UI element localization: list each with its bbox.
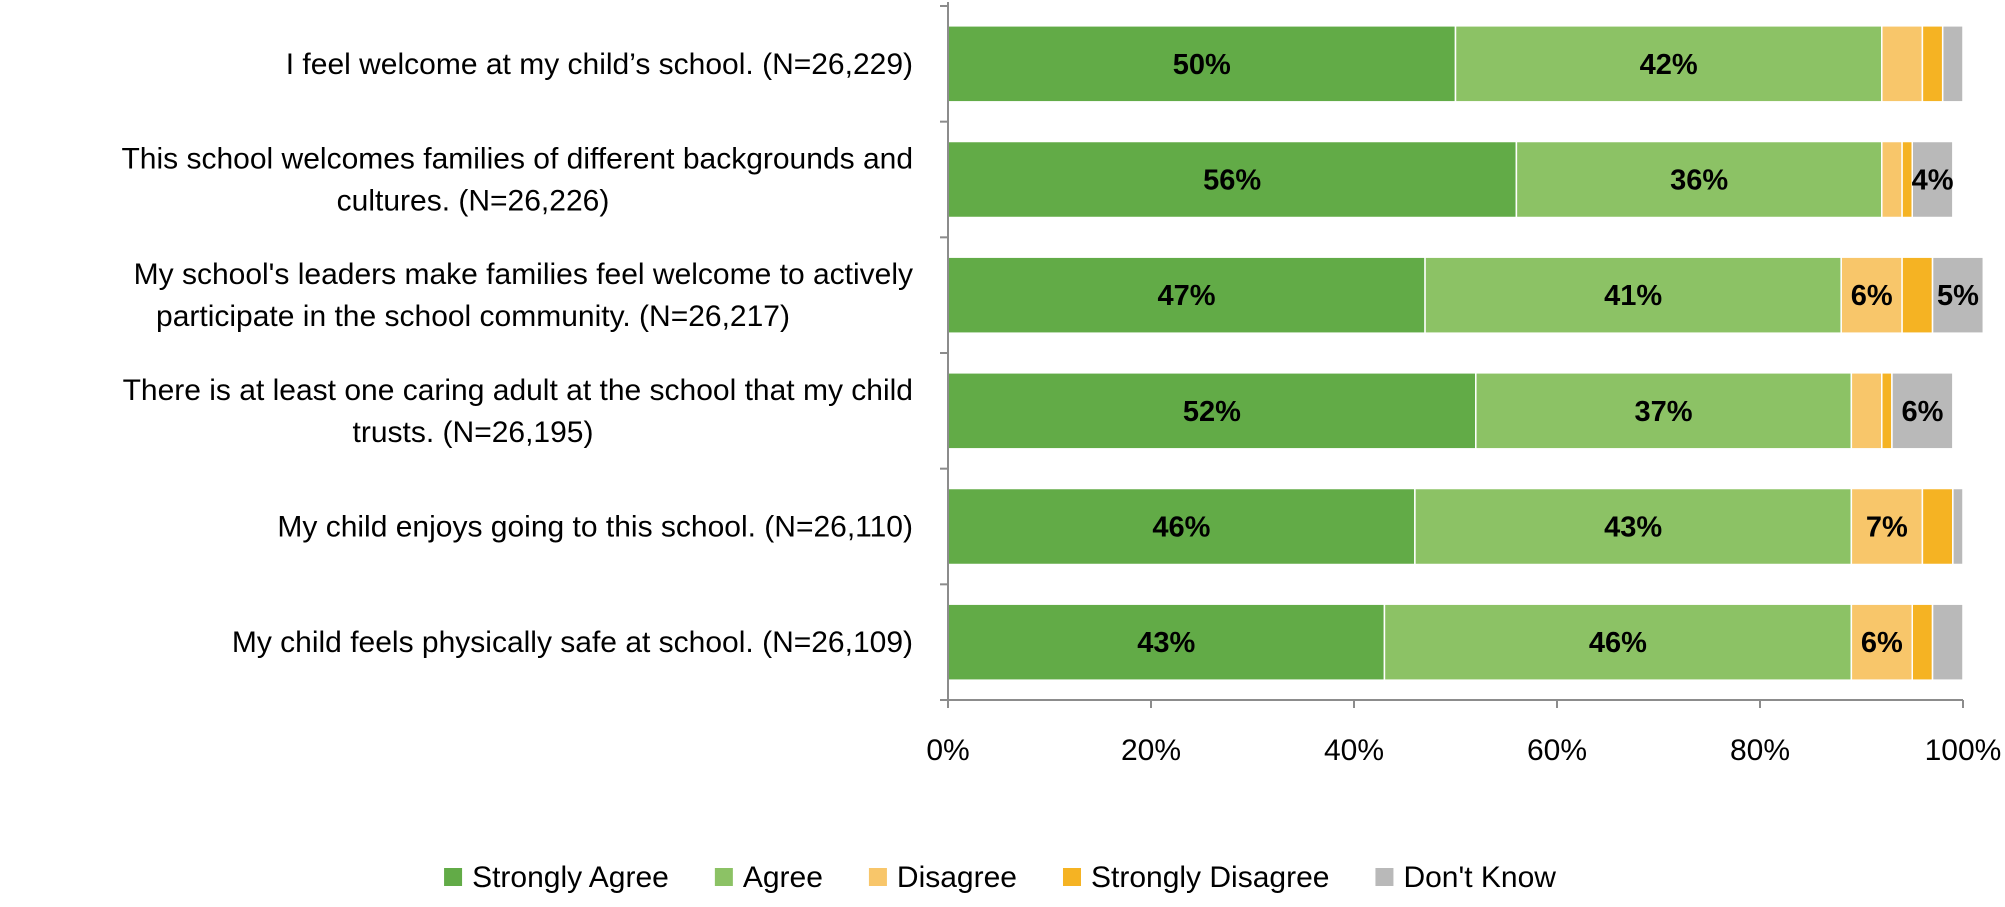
category-label: This school welcomes families of differe…	[121, 143, 913, 176]
bar-segment	[1952, 487, 1964, 566]
data-label: 7%	[1866, 512, 1908, 544]
data-label: 42%	[1640, 49, 1698, 81]
legend-label: Don't Know	[1403, 861, 1556, 894]
legend-label: Strongly Agree	[472, 861, 669, 894]
category-labels: I feel welcome at my child’s school. (N=…	[121, 48, 913, 659]
x-tick-label: 20%	[1121, 734, 1181, 767]
data-label: 4%	[1912, 165, 1954, 197]
data-label: 37%	[1635, 396, 1693, 428]
bars-layer: 50% 42% 56% 36% 4% 47% 41% 6% 5% 52% 37% 6% 46% 43% 7%…	[947, 25, 1985, 681]
bar-segment	[1891, 372, 1954, 450]
bar-segment	[1921, 25, 1944, 103]
data-label: 36%	[1670, 165, 1728, 197]
data-label: 6%	[1851, 280, 1893, 312]
legend-label: Agree	[743, 861, 823, 894]
bar-segment	[947, 487, 1416, 566]
bar-segment	[947, 25, 1457, 103]
category-label: There is at least one caring adult at th…	[123, 374, 913, 407]
data-label: 43%	[1604, 512, 1662, 544]
category-label: I feel welcome at my child’s school. (N=…	[286, 48, 913, 81]
bar-segment	[1881, 372, 1893, 450]
data-label: 6%	[1861, 627, 1903, 659]
legend-swatch	[444, 868, 463, 886]
bar-segment	[1454, 25, 1883, 103]
x-tick-label: 80%	[1730, 734, 1790, 767]
bar-segment	[1931, 256, 1985, 334]
legend-label: Strongly Disagree	[1091, 861, 1329, 894]
data-label: 56%	[1203, 165, 1261, 197]
data-label: 50%	[1173, 49, 1231, 81]
bar-segment	[1911, 140, 1954, 219]
bar-segment	[1840, 256, 1903, 334]
category-label: My child enjoys going to this school. (N…	[277, 511, 913, 544]
bar-segment	[1911, 603, 1934, 681]
legend-swatch	[1375, 868, 1394, 886]
category-label: My child feels physically safe at school…	[232, 626, 913, 659]
bar-segment	[947, 256, 1426, 334]
bar-segment	[1424, 256, 1842, 334]
x-tick-label: 0%	[926, 734, 969, 767]
bar-segment	[1881, 25, 1924, 103]
bar-segment	[1941, 25, 1964, 103]
data-label: 52%	[1183, 396, 1241, 428]
legend-swatch	[714, 868, 733, 886]
bar-segment	[947, 372, 1477, 450]
bar-segment	[1850, 603, 1913, 681]
legend-swatch	[1062, 868, 1081, 886]
x-tick-label: 60%	[1527, 734, 1587, 767]
bar-segment	[1850, 487, 1924, 566]
x-tick-label: 40%	[1324, 734, 1384, 767]
x-tick-label: 100%	[1925, 734, 2002, 767]
bar-segment	[1931, 603, 1964, 681]
axes-layer: 0% 20% 40% 60% 80% 100%	[926, 2, 2001, 767]
bar-segment	[1901, 256, 1934, 334]
data-label: 43%	[1137, 627, 1195, 659]
bar-segment	[1475, 372, 1853, 450]
category-label: cultures. (N=26,226)	[337, 185, 610, 218]
bar-segment	[947, 140, 1518, 219]
bar-segment	[1515, 140, 1883, 219]
category-label: My school's leaders make families feel w…	[134, 258, 913, 291]
bar-segment	[1850, 372, 1883, 450]
category-label: trusts. (N=26,195)	[353, 416, 594, 449]
legend-label: Disagree	[897, 861, 1017, 894]
bar-segment	[1881, 140, 1903, 219]
data-label: 6%	[1901, 396, 1943, 428]
data-label: 46%	[1152, 512, 1210, 544]
bar-segment	[1414, 487, 1853, 566]
bar-segment	[1921, 487, 1954, 566]
category-label: participate in the school community. (N=…	[156, 300, 790, 333]
data-label: 41%	[1604, 280, 1662, 312]
data-label: 47%	[1158, 280, 1216, 312]
legend: Strongly Agree Agree Disagree Strongly Disa…	[444, 861, 1556, 894]
legend-swatch	[868, 868, 887, 886]
data-label: 5%	[1937, 280, 1979, 312]
data-label: 46%	[1589, 627, 1647, 659]
